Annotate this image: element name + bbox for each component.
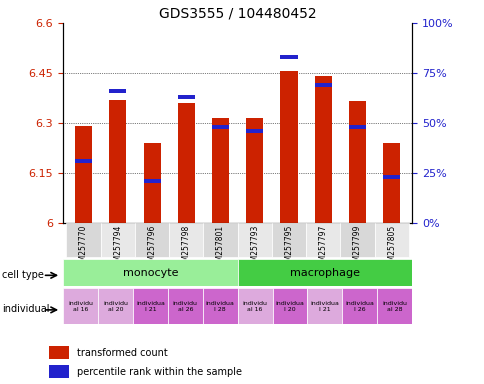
Bar xyxy=(212,125,228,129)
Bar xyxy=(101,223,135,257)
Bar xyxy=(280,55,297,59)
Bar xyxy=(63,259,237,286)
Bar xyxy=(143,179,160,183)
Bar xyxy=(280,71,297,223)
Text: GSM257797: GSM257797 xyxy=(318,224,327,271)
Text: monocyte: monocyte xyxy=(122,268,178,278)
Bar xyxy=(272,288,307,324)
Text: individua
l 21: individua l 21 xyxy=(310,301,339,312)
Title: GDS3555 / 104480452: GDS3555 / 104480452 xyxy=(158,7,316,20)
Text: individua
l 26: individua l 26 xyxy=(345,301,374,312)
Text: individual: individual xyxy=(2,304,50,314)
Bar xyxy=(382,175,399,179)
Bar xyxy=(314,76,331,223)
Text: cell type: cell type xyxy=(2,270,44,280)
Bar xyxy=(66,223,101,257)
Bar xyxy=(305,223,340,257)
Text: transformed count: transformed count xyxy=(77,348,168,358)
Text: GSM257793: GSM257793 xyxy=(250,224,259,271)
Bar xyxy=(314,83,331,87)
Bar xyxy=(202,288,237,324)
Text: percentile rank within the sample: percentile rank within the sample xyxy=(77,367,242,377)
Bar xyxy=(237,223,272,257)
Bar xyxy=(272,223,305,257)
Bar xyxy=(48,365,69,378)
Bar xyxy=(169,223,203,257)
Text: individua
l 21: individua l 21 xyxy=(136,301,165,312)
Bar xyxy=(203,223,237,257)
Bar xyxy=(109,99,126,223)
Bar xyxy=(212,118,228,223)
Text: individu
al 26: individu al 26 xyxy=(172,301,197,312)
Bar xyxy=(340,223,374,257)
Bar xyxy=(246,129,263,133)
Text: individu
al 20: individu al 20 xyxy=(103,301,128,312)
Bar xyxy=(348,125,365,129)
Bar xyxy=(307,288,342,324)
Bar xyxy=(167,288,202,324)
Text: GSM257796: GSM257796 xyxy=(147,224,156,271)
Bar xyxy=(75,159,92,163)
Text: GSM257805: GSM257805 xyxy=(386,224,395,271)
Text: GSM257770: GSM257770 xyxy=(79,224,88,271)
Bar xyxy=(133,288,167,324)
Bar xyxy=(342,288,377,324)
Bar xyxy=(135,223,169,257)
Bar xyxy=(177,103,195,223)
Bar xyxy=(48,346,69,359)
Text: GSM257801: GSM257801 xyxy=(215,224,225,271)
Text: GSM257794: GSM257794 xyxy=(113,224,122,271)
Bar xyxy=(377,288,411,324)
Bar xyxy=(98,288,133,324)
Text: individu
al 28: individu al 28 xyxy=(381,301,407,312)
Text: macrophage: macrophage xyxy=(289,268,359,278)
Text: GSM257799: GSM257799 xyxy=(352,224,361,271)
Text: individua
l 20: individua l 20 xyxy=(275,301,304,312)
Bar xyxy=(382,143,399,223)
Bar xyxy=(177,95,195,99)
Bar xyxy=(109,89,126,93)
Bar xyxy=(237,259,411,286)
Bar xyxy=(246,118,263,223)
Bar xyxy=(348,101,365,223)
Bar xyxy=(75,126,92,223)
Text: GSM257798: GSM257798 xyxy=(182,224,190,271)
Text: individu
al 16: individu al 16 xyxy=(242,301,267,312)
Text: individu
al 16: individu al 16 xyxy=(68,301,93,312)
Bar xyxy=(374,223,408,257)
Bar xyxy=(237,288,272,324)
Text: individua
l 28: individua l 28 xyxy=(205,301,234,312)
Bar xyxy=(63,288,98,324)
Bar xyxy=(143,143,160,223)
Text: GSM257795: GSM257795 xyxy=(284,224,293,271)
